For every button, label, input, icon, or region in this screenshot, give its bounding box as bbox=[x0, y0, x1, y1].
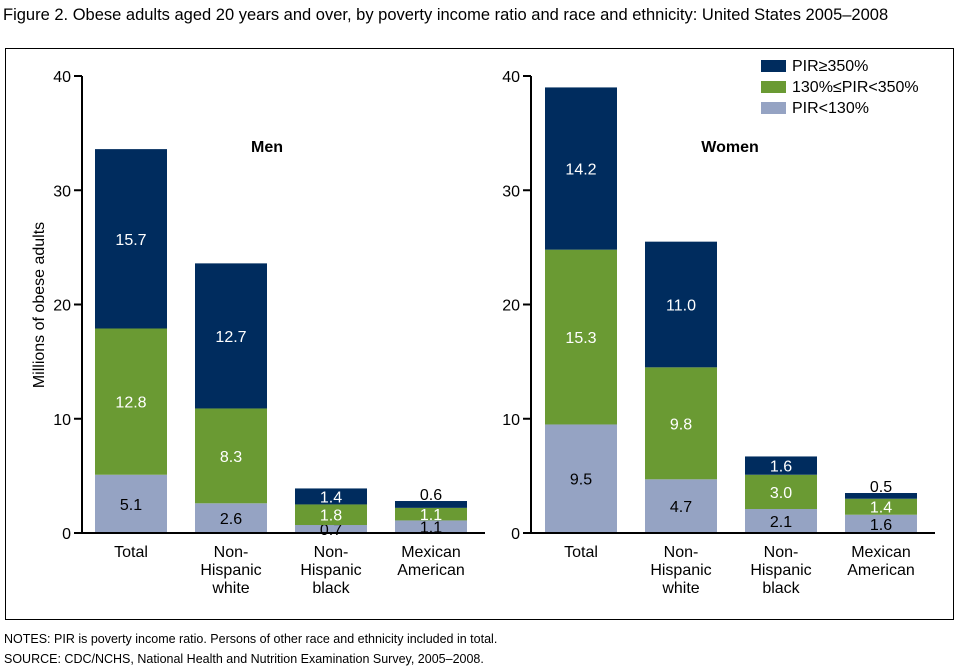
women-bar-3-pir_low bbox=[845, 514, 917, 533]
men-y-tick-label: 10 bbox=[53, 412, 71, 429]
men-bar-0-pir_low bbox=[95, 474, 167, 533]
men-bar-3-pir_high bbox=[395, 501, 467, 508]
women-category-label: white bbox=[661, 580, 699, 597]
women-category-label: black bbox=[762, 580, 800, 597]
women-value-label: 1.4 bbox=[870, 500, 892, 517]
men-category-label: white bbox=[211, 580, 249, 597]
men-value-label: 15.7 bbox=[115, 232, 146, 249]
men-y-tick-label: 0 bbox=[62, 526, 71, 543]
women-y-tick-label: 30 bbox=[502, 183, 520, 200]
men-bar-3-pir_low bbox=[395, 520, 467, 533]
women-y-tick-label: 20 bbox=[502, 298, 520, 315]
women-value-label: 15.3 bbox=[565, 330, 596, 347]
legend-label: PIR≥350% bbox=[792, 58, 868, 75]
women-bar-3-pir_mid bbox=[845, 498, 917, 515]
men-bar-2-pir_low bbox=[295, 525, 367, 533]
men-y-tick-label: 40 bbox=[53, 69, 71, 86]
figure-title: Figure 2. Obese adults aged 20 years and… bbox=[3, 6, 889, 24]
men-bar-2-pir_mid bbox=[295, 504, 367, 526]
women-category-label: Total bbox=[564, 544, 598, 561]
men-value-label: 12.8 bbox=[115, 395, 146, 412]
women-category-label: Mexican bbox=[851, 544, 911, 561]
men-value-label: 0.6 bbox=[420, 487, 442, 504]
women-bar-2-pir_high bbox=[745, 456, 817, 475]
women-value-label: 3.0 bbox=[770, 485, 792, 502]
men-bar-1-pir_high bbox=[195, 263, 267, 409]
men-category-label: American bbox=[397, 562, 465, 579]
women-bar-0-pir_low bbox=[545, 424, 617, 533]
men-value-label: 2.6 bbox=[220, 511, 242, 528]
women-value-label: 2.1 bbox=[770, 514, 792, 531]
women-y-tick-label: 0 bbox=[511, 526, 520, 543]
women-bar-1-pir_mid bbox=[645, 367, 717, 480]
chart-frame bbox=[5, 48, 954, 620]
legend-label: PIR<130% bbox=[792, 100, 869, 117]
women-value-label: 9.8 bbox=[670, 416, 692, 433]
women-category-label: Hispanic bbox=[750, 562, 811, 579]
men-value-label: 1.1 bbox=[420, 507, 442, 524]
women-category-label: Hispanic bbox=[650, 562, 711, 579]
women-panel-title: Women bbox=[701, 139, 758, 156]
men-bar-2-pir_high bbox=[295, 488, 367, 505]
women-value-label: 14.2 bbox=[565, 162, 596, 179]
men-value-label: 12.7 bbox=[215, 329, 246, 346]
men-category-label: black bbox=[312, 580, 350, 597]
men-bar-0-pir_high bbox=[95, 149, 167, 329]
men-value-label: 1.8 bbox=[320, 508, 342, 525]
legend-swatch bbox=[761, 102, 786, 114]
women-category-label: American bbox=[847, 562, 915, 579]
women-value-label: 1.6 bbox=[870, 517, 892, 534]
women-category-label: Non- bbox=[664, 544, 699, 561]
men-category-label: Non- bbox=[214, 544, 249, 561]
women-value-label: 11.0 bbox=[666, 298, 696, 315]
legend-swatch bbox=[761, 60, 786, 72]
men-category-label: Hispanic bbox=[300, 562, 361, 579]
women-bar-2-pir_mid bbox=[745, 474, 817, 510]
men-value-label: 0.7 bbox=[320, 522, 342, 539]
figure-source: SOURCE: CDC/NCHS, National Health and Nu… bbox=[4, 652, 484, 666]
women-bar-0-pir_mid bbox=[545, 249, 617, 425]
men-category-label: Total bbox=[114, 544, 148, 561]
men-value-label: 8.3 bbox=[220, 449, 242, 466]
women-bar-3-pir_high bbox=[845, 493, 917, 499]
men-y-tick-label: 20 bbox=[53, 298, 71, 315]
men-value-label: 1.4 bbox=[320, 489, 342, 506]
women-value-label: 9.5 bbox=[570, 472, 592, 489]
men-y-tick-label: 30 bbox=[53, 183, 71, 200]
figure-notes: NOTES: PIR is poverty income ratio. Pers… bbox=[4, 632, 498, 646]
men-category-label: Non- bbox=[314, 544, 349, 561]
legend-swatch bbox=[761, 81, 786, 93]
women-y-tick-label: 10 bbox=[502, 412, 520, 429]
men-bar-1-pir_mid bbox=[195, 408, 267, 504]
women-value-label: 1.6 bbox=[770, 459, 792, 476]
women-value-label: 4.7 bbox=[670, 499, 692, 516]
women-bar-2-pir_low bbox=[745, 509, 817, 533]
men-bar-0-pir_mid bbox=[95, 328, 167, 475]
men-bar-1-pir_low bbox=[195, 503, 267, 533]
men-category-label: Mexican bbox=[401, 544, 461, 561]
men-value-label: 5.1 bbox=[120, 497, 142, 514]
women-category-label: Non- bbox=[764, 544, 799, 561]
men-bar-3-pir_mid bbox=[395, 507, 467, 521]
women-value-label: 0.5 bbox=[870, 479, 892, 496]
women-bar-1-pir_low bbox=[645, 479, 717, 533]
women-bar-0-pir_high bbox=[545, 87, 617, 250]
men-category-label: Hispanic bbox=[200, 562, 261, 579]
men-panel-title: Men bbox=[251, 139, 283, 156]
women-bar-1-pir_high bbox=[645, 241, 717, 368]
legend-label: 130%≤PIR<350% bbox=[792, 79, 919, 96]
men-y-axis-label: Millions of obese adults bbox=[31, 222, 48, 388]
women-y-tick-label: 40 bbox=[502, 69, 520, 86]
